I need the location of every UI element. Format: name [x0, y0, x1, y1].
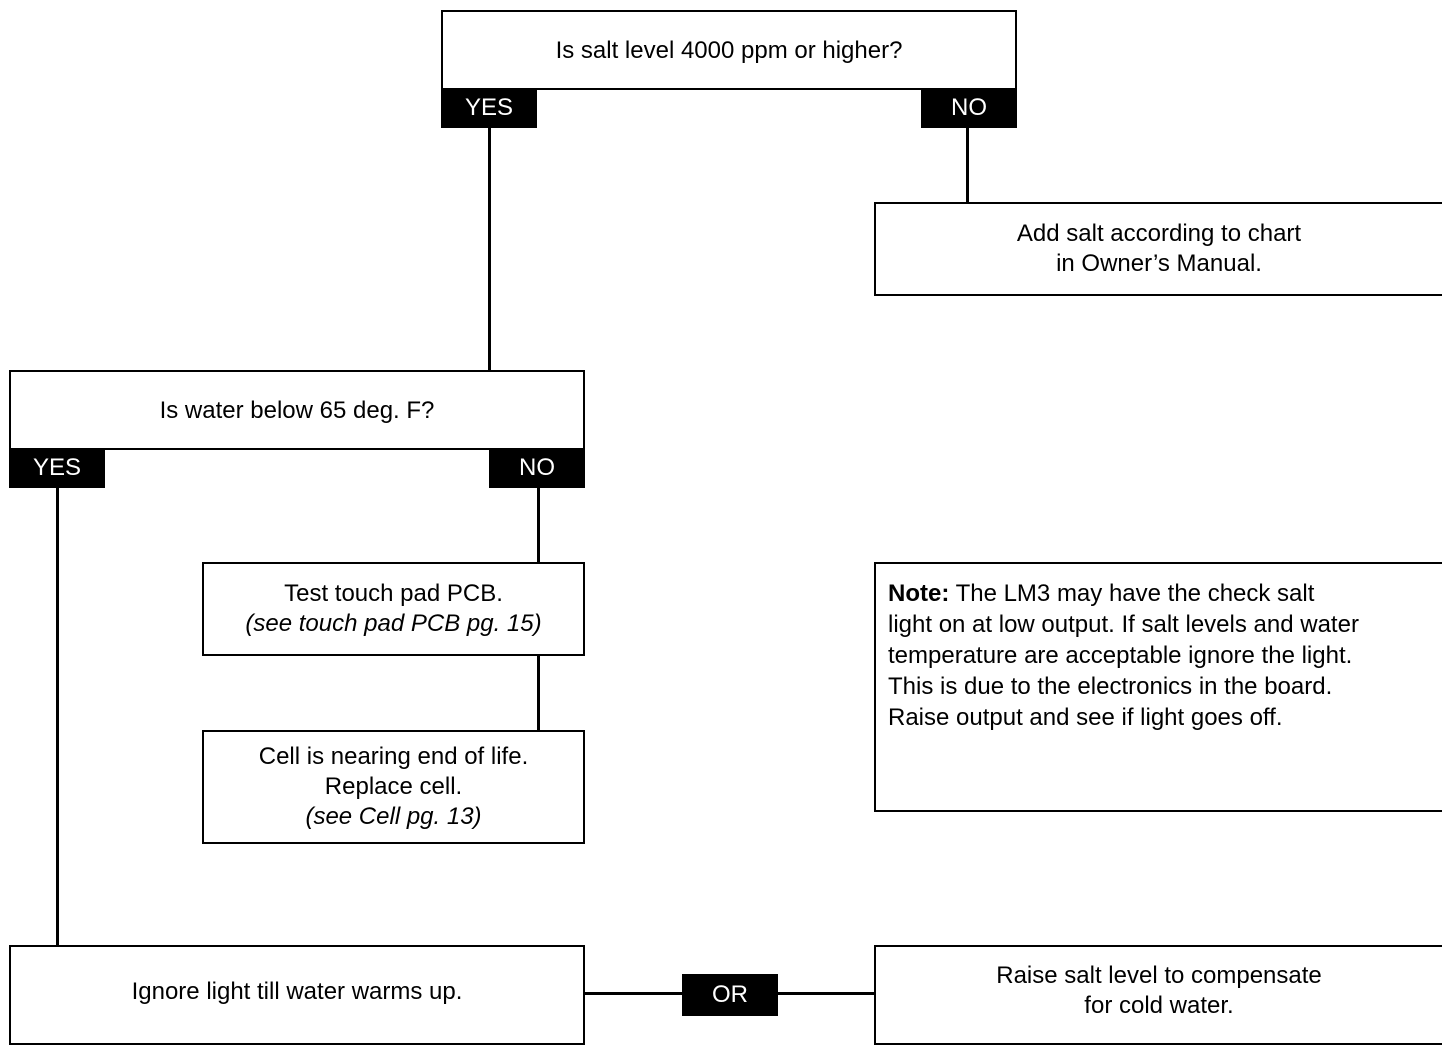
note-line-1-text: The LM3 may have the check salt	[949, 580, 1315, 607]
connector-ignore-to-or	[584, 992, 684, 995]
no-tag-salt: NO	[921, 88, 1017, 128]
or-tag: OR	[682, 974, 778, 1016]
action-raise-salt-line2: for cold water.	[1084, 992, 1234, 1019]
connector-or-to-raise	[776, 992, 876, 995]
yes-tag-water: YES	[9, 448, 105, 488]
connector-no-water-to-test-pad	[537, 488, 540, 562]
action-raise-salt-line1: Raise salt level to compensate	[996, 962, 1322, 989]
action-replace-cell: Cell is nearing end of life. Replace cel…	[202, 730, 585, 844]
note-line-3: temperature are acceptable ignore the li…	[888, 642, 1353, 669]
action-ignore-light-text: Ignore light till water warms up.	[131, 978, 463, 1005]
note-box: Note: The LM3 may have the check salt li…	[874, 562, 1442, 812]
connector-no-salt-to-add-salt	[966, 128, 969, 202]
connector-yes-water-to-ignore	[56, 488, 59, 945]
note-line-1: Note: The LM3 may have the check salt	[888, 578, 1436, 609]
action-add-salt: Add salt according to chart in Owner’s M…	[874, 202, 1442, 296]
decision-water-temperature-text: Is water below 65 deg. F?	[159, 397, 435, 424]
action-ignore-light: Ignore light till water warms up.	[9, 945, 585, 1045]
decision-water-temperature: Is water below 65 deg. F?	[9, 370, 585, 450]
yes-tag-salt: YES	[441, 88, 537, 128]
action-replace-cell-line1: Cell is nearing end of life.	[258, 743, 529, 770]
action-test-touch-pad-text: Test touch pad PCB.	[284, 580, 503, 607]
action-test-touch-pad-ref: (see touch pad PCB pg. 15)	[245, 610, 542, 637]
decision-salt-level: Is salt level 4000 ppm or higher?	[441, 10, 1017, 90]
action-raise-salt: Raise salt level to compensate for cold …	[874, 945, 1442, 1045]
action-add-salt-line1: Add salt according to chart	[1016, 220, 1302, 247]
action-replace-cell-ref: (see Cell pg. 13)	[305, 803, 482, 830]
no-tag-water: NO	[489, 448, 585, 488]
action-replace-cell-line2: Replace cell.	[324, 773, 463, 800]
decision-salt-level-text: Is salt level 4000 ppm or higher?	[555, 37, 903, 64]
note-label: Note:	[888, 580, 950, 607]
note-line-2: light on at low output. If salt levels a…	[888, 611, 1359, 638]
connector-yes-salt-to-water	[488, 128, 491, 370]
connector-test-pad-to-cell	[537, 656, 540, 730]
action-add-salt-line2: in Owner’s Manual.	[1056, 250, 1262, 277]
action-test-touch-pad: Test touch pad PCB. (see touch pad PCB p…	[202, 562, 585, 656]
note-line-5: Raise output and see if light goes off.	[888, 704, 1283, 731]
note-line-4: This is due to the electronics in the bo…	[888, 673, 1333, 700]
